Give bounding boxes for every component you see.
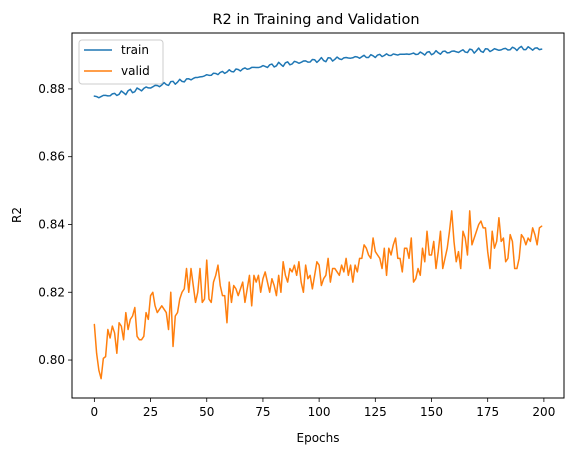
legend-box [78, 39, 164, 85]
y-tick-label-0.84: 0.84 [38, 217, 65, 231]
x-tick-label-200: 200 [532, 405, 555, 419]
x-tick-label-125: 125 [364, 405, 387, 419]
legend-label-train: train [121, 43, 149, 57]
x-tick-label-100: 100 [308, 405, 331, 419]
plot-frame [71, 32, 565, 399]
x-tick-label-50: 50 [199, 405, 214, 419]
y-tick-label-0.80: 0.80 [38, 353, 65, 367]
y-axis-label: R2 [10, 207, 24, 223]
y-tick-label-0.88: 0.88 [38, 82, 65, 96]
series-line-train [93, 45, 543, 99]
x-tick-label-150: 150 [420, 405, 443, 419]
series-line-valid [93, 210, 543, 380]
series-layer [93, 45, 543, 380]
legend: train valid [78, 39, 164, 85]
x-tick-label-175: 175 [476, 405, 499, 419]
x-axis-label: Epochs [297, 431, 340, 445]
chart-title: R2 in Training and Validation [212, 12, 419, 28]
y-tick-label-0.82: 0.82 [38, 285, 65, 299]
y-axis: 0.80 0.82 0.84 0.86 0.88 [38, 82, 72, 367]
legend-label-valid: valid [121, 64, 150, 78]
x-tick-label-25: 25 [143, 405, 158, 419]
x-tick-label-75: 75 [255, 405, 270, 419]
y-tick-label-0.86: 0.86 [38, 150, 65, 164]
x-axis: 0 25 50 75 100 125 150 175 200 [91, 398, 555, 419]
x-tick-label-0: 0 [91, 405, 99, 419]
